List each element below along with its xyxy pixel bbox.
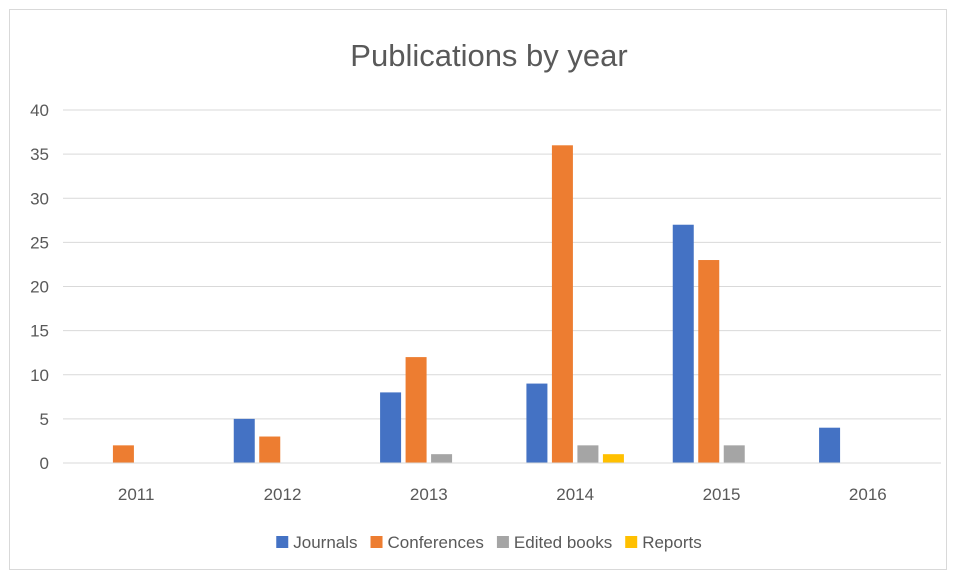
bar-edited-books-2014 xyxy=(577,445,599,463)
x-tick-label: 2013 xyxy=(410,485,448,504)
legend-swatch xyxy=(276,536,289,548)
bar-reports-2014 xyxy=(602,454,624,463)
y-tick-label: 10 xyxy=(30,366,49,385)
x-tick-label: 2011 xyxy=(118,485,155,504)
x-tick-label: 2014 xyxy=(556,485,594,504)
bars xyxy=(112,145,841,464)
legend-label: Journals xyxy=(293,533,357,552)
x-tick-label: 2015 xyxy=(703,485,741,504)
bar-journals-2016 xyxy=(819,427,841,463)
y-tick-label: 35 xyxy=(30,145,49,164)
y-tick-label: 0 xyxy=(40,454,49,473)
bar-conferences-2011 xyxy=(112,445,134,463)
bar-journals-2014 xyxy=(526,383,548,463)
y-tick-label: 15 xyxy=(30,322,49,341)
legend-label: Reports xyxy=(642,533,702,552)
gridlines xyxy=(63,109,941,420)
y-tick-label: 25 xyxy=(30,233,49,252)
legend-label: Conferences xyxy=(388,533,484,552)
legend-item-reports: Reports xyxy=(625,533,702,552)
y-tick-label: 20 xyxy=(30,278,49,297)
x-axis-ticks: 2011 2012 2013 2014 2015 2016 xyxy=(118,485,887,504)
legend-swatch xyxy=(625,536,638,548)
x-tick-label: 2012 xyxy=(264,485,302,504)
legend-item-journals: Journals xyxy=(276,533,358,552)
x-tick-label: 2016 xyxy=(849,485,887,504)
legend-swatch xyxy=(496,536,509,548)
bar-journals-2012 xyxy=(233,418,255,463)
legend-item-conferences: Conferences xyxy=(370,533,484,552)
y-tick-label: 40 xyxy=(30,101,49,120)
y-axis-ticks: 0 5 10 15 20 25 30 35 40 xyxy=(30,101,49,473)
chart-title: Publications by year xyxy=(350,38,627,73)
bar-conferences-2015 xyxy=(698,260,720,463)
legend-item-edited-books: Edited books xyxy=(496,533,612,552)
legend: Journals Conferences Edited books Reports xyxy=(276,533,702,552)
bar-conferences-2014 xyxy=(551,145,573,464)
legend-label: Edited books xyxy=(514,533,612,552)
chart-frame xyxy=(9,9,947,570)
bar-conferences-2012 xyxy=(259,436,281,463)
y-tick-label: 5 xyxy=(40,410,49,429)
bar-journals-2013 xyxy=(380,392,402,463)
legend-swatch xyxy=(370,536,383,548)
y-tick-label: 30 xyxy=(30,189,49,208)
bar-edited-books-2015 xyxy=(723,445,745,463)
bar-edited-books-2013 xyxy=(431,454,453,463)
bar-conferences-2013 xyxy=(405,357,427,463)
bar-journals-2015 xyxy=(672,224,694,463)
